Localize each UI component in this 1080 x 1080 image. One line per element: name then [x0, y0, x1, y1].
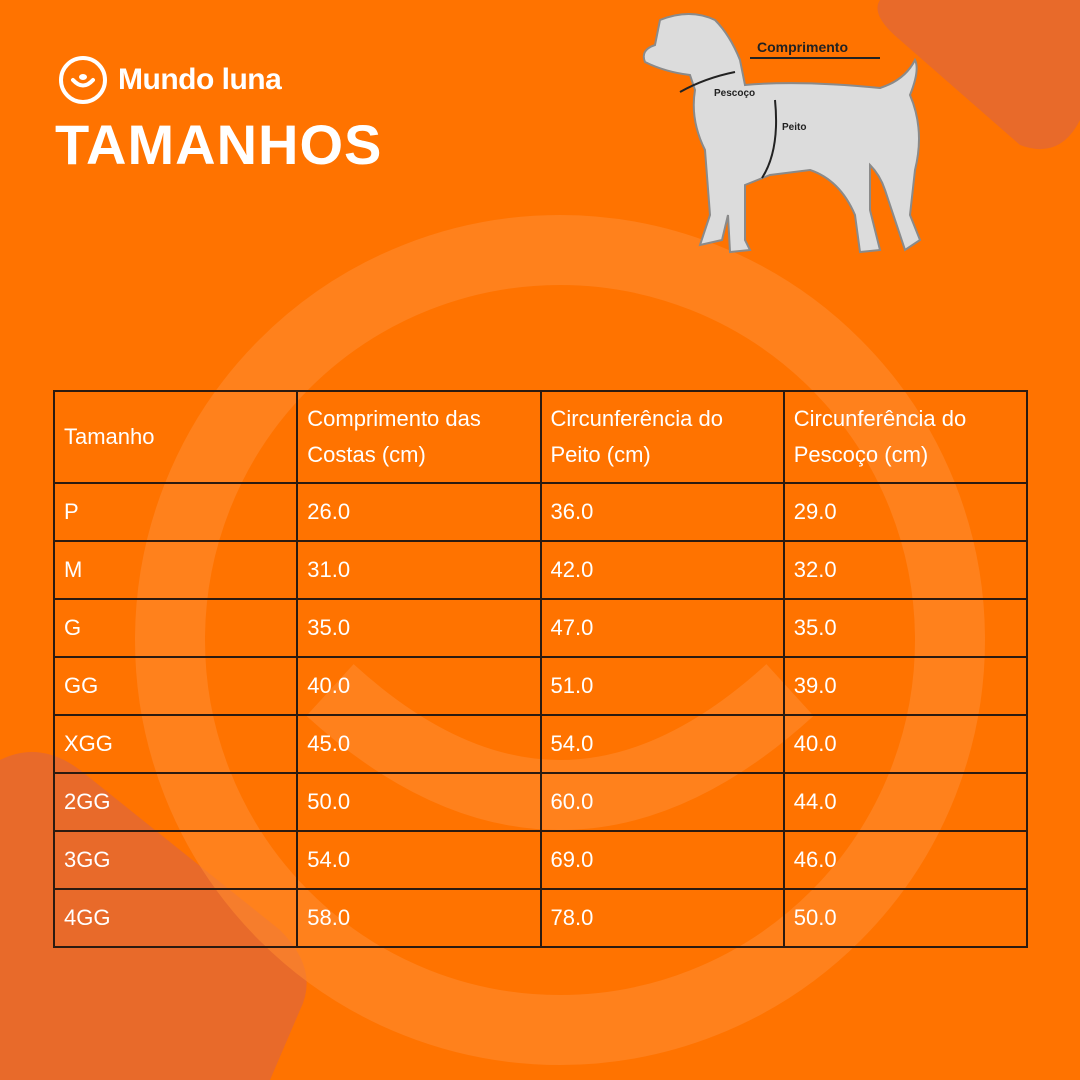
table-cell: 31.0 — [296, 540, 542, 600]
table-row: 2GG 50.0 60.0 44.0 — [52, 772, 1029, 832]
table-row: 3GG 54.0 69.0 46.0 — [52, 830, 1029, 890]
table-cell: 60.0 — [539, 772, 785, 832]
table-cell: 69.0 — [539, 830, 785, 890]
table-cell: 4GG — [52, 888, 299, 948]
table-body: Tamanho Comprimento das Costas (cm) Circun… — [52, 390, 1029, 948]
table-cell: 3GG — [52, 830, 299, 890]
table-cell: 78.0 — [539, 888, 785, 948]
table-cell: 40.0 — [296, 656, 542, 716]
dog-diagram: Comprimento Pescoço Peito — [642, 13, 922, 254]
table-cell: G — [52, 598, 299, 658]
table-cell: 39.0 — [782, 656, 1029, 716]
table-cell: 51.0 — [539, 656, 785, 716]
table-row: 4GG 58.0 78.0 50.0 — [52, 888, 1029, 948]
table-cell: 36.0 — [539, 482, 785, 542]
table-cell: 54.0 — [296, 830, 542, 890]
table-cell: 46.0 — [782, 830, 1029, 890]
table-cell: P — [52, 482, 299, 542]
chest-arrow — [761, 99, 778, 179]
header-cell: Circunferência do Peito (cm) — [539, 390, 785, 484]
table-row: M 31.0 42.0 32.0 — [52, 540, 1029, 600]
table-cell: 54.0 — [539, 714, 785, 774]
table-cell: 42.0 — [539, 540, 785, 600]
header-row: Tamanho Comprimento das Costas (cm) Circun… — [52, 390, 1029, 484]
table-cell: 47.0 — [539, 598, 785, 658]
table-row: XGG 45.0 54.0 40.0 — [52, 714, 1029, 774]
header-cell: Comprimento das Costas (cm) — [296, 390, 542, 484]
table-cell: 26.0 — [296, 482, 542, 542]
table-cell: 2GG — [52, 772, 299, 832]
table-cell: 35.0 — [782, 598, 1029, 658]
header-cell: Tamanho — [52, 390, 299, 484]
table-cell: 32.0 — [782, 540, 1029, 600]
neck-arrow — [679, 71, 736, 93]
table-cell: 35.0 — [296, 598, 542, 658]
header-cell: Circunferência do Pescoço (cm) — [782, 390, 1029, 484]
size-table: Tamanho Comprimento das Costas (cm) Circun… — [52, 390, 1029, 948]
brand: Mundo luna — [58, 55, 282, 105]
table-cell: XGG — [52, 714, 299, 774]
table-cell: 44.0 — [782, 772, 1029, 832]
table-row: P 26.0 36.0 29.0 — [52, 482, 1029, 542]
page-title: TAMANHOS — [55, 113, 383, 176]
table-cell: 29.0 — [782, 482, 1029, 542]
table-row: G 35.0 47.0 35.0 — [52, 598, 1029, 658]
corner-shape — [877, 0, 1080, 150]
diagram-label: Comprimento — [757, 39, 848, 55]
table-cell: 58.0 — [296, 888, 542, 948]
brand-logo — [59, 56, 107, 104]
table-cell: 50.0 — [296, 772, 542, 832]
brand-name: Mundo luna — [118, 63, 282, 96]
table-cell: 50.0 — [782, 888, 1029, 948]
table-row: GG 40.0 51.0 39.0 — [52, 656, 1029, 716]
table-cell: M — [52, 540, 299, 600]
diagram-label: Pescoço — [714, 88, 755, 99]
diagram-label: Peito — [782, 122, 806, 133]
table-cell: 40.0 — [782, 714, 1029, 774]
table-cell: 45.0 — [296, 714, 542, 774]
dog-silhouette — [642, 13, 922, 254]
table-cell: GG — [52, 656, 299, 716]
